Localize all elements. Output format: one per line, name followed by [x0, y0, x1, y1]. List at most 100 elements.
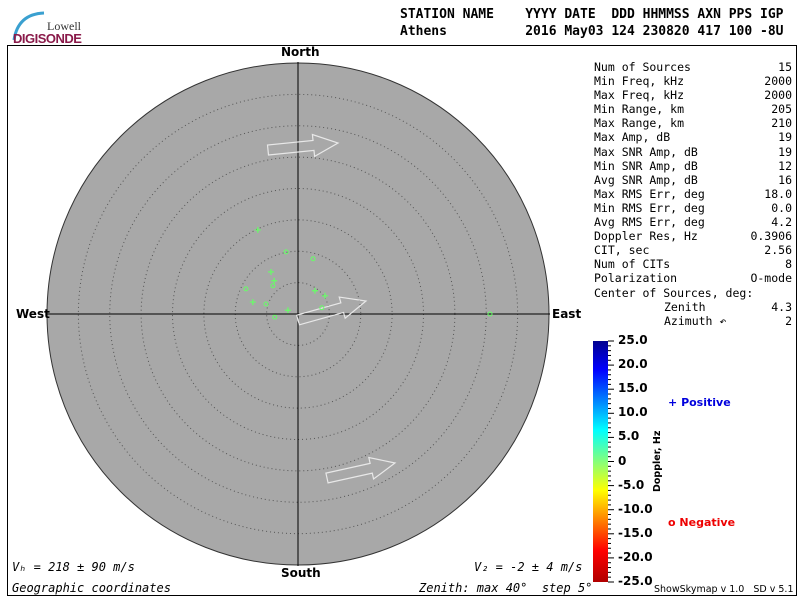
logo-digisonde: DIGISONDE	[13, 31, 82, 46]
source-positive-point	[254, 226, 261, 233]
stat-row: Min Range, km 205	[594, 102, 792, 116]
source-negative-point	[283, 249, 289, 255]
source-positive-point	[249, 299, 256, 306]
logo-lowell: Lowell	[47, 19, 81, 33]
colorbar	[593, 341, 608, 582]
source-positive-point	[268, 268, 275, 275]
stat-row: Polarization O-mode	[594, 271, 792, 285]
colorbar-tick-label: -20.0	[618, 549, 653, 564]
colorbar-tick-label: -15.0	[618, 525, 653, 540]
colorbar-tick-label: 25.0	[618, 333, 648, 347]
header-values: Athens 2016 May03 124 230820 417 100 -8U	[400, 24, 784, 39]
colorbar-tick-label: -5.0	[618, 477, 645, 492]
stat-row: Max Range, km 210	[594, 116, 792, 130]
center-title: Center of Sources, deg:	[594, 285, 754, 300]
stat-value: 18.0	[764, 186, 792, 201]
plot-frame	[7, 45, 797, 596]
stat-row: Max SNR Amp, dB 19	[594, 145, 792, 159]
source-positive-point	[284, 307, 291, 314]
stats-panel: Num of Sources 15 Min Freq, kHz 2000 Max Fre…	[594, 60, 792, 328]
stat-row: Min RMS Err, deg 0.0	[594, 201, 792, 215]
stat-row: Max Freq, kHz 2000	[594, 88, 792, 102]
center-zenith: Zenith 4.3	[664, 299, 792, 314]
source-negative-point	[270, 283, 276, 289]
label-west: West	[16, 307, 50, 321]
stat-value: 19	[778, 144, 792, 159]
stat-value: 0.0	[771, 200, 792, 215]
source-negative-point	[319, 305, 325, 311]
coordinate-system: Geographic coordinates	[12, 581, 171, 595]
stat-value: 12	[778, 158, 792, 173]
center-azimuth: Azimuth ↶ 2	[664, 313, 792, 328]
stat-label: Max RMS Err, deg	[594, 186, 705, 201]
stat-value: 0.3906	[750, 229, 792, 244]
stat-row: Num of Sources 15	[594, 60, 792, 74]
velocity-arrow	[266, 133, 340, 158]
stat-value: 2000	[764, 74, 792, 89]
stat-value: 205	[771, 102, 792, 117]
colorbar-tick-label: 15.0	[618, 381, 648, 396]
colorbar-tick-label: -25.0	[618, 574, 653, 588]
stat-value: 210	[771, 116, 792, 131]
stat-value: 15	[778, 60, 792, 74]
stat-label: Num of Sources	[594, 60, 691, 74]
stat-row: Min Freq, kHz 2000	[594, 74, 792, 88]
stat-label: Min RMS Err, deg	[594, 200, 705, 215]
stat-row: Min SNR Amp, dB 12	[594, 159, 792, 173]
horizontal-velocity: Vₕ = 218 ± 90 m/s	[12, 560, 135, 574]
zenith-scale: Zenith: max 40° step 5°	[419, 581, 593, 595]
stat-label: Max Freq, kHz	[594, 88, 685, 103]
stat-label: Max SNR Amp, dB	[594, 144, 698, 159]
colorbar-tick-label: -10.0	[618, 501, 653, 516]
stat-row: Avg RMS Err, deg 4.2	[594, 215, 792, 229]
stat-label: Min SNR Amp, dB	[594, 158, 698, 173]
stat-label: Doppler Res, Hz	[594, 229, 698, 244]
stat-label: Avg RMS Err, deg	[594, 215, 705, 230]
colorbar-tick-label: 20.0	[618, 357, 648, 372]
stat-value: 2.56	[764, 243, 792, 258]
stat-label: Avg SNR Amp, dB	[594, 172, 698, 187]
velocity-arrow	[295, 296, 368, 326]
stat-row: Max Amp, dB 19	[594, 130, 792, 144]
stat-value: 19	[778, 130, 792, 145]
header-labels: STATION NAME YYYY DATE DDD HHMMSS AXN PP…	[400, 7, 784, 22]
stat-label: Num of CITs	[594, 257, 671, 272]
stat-value: 16	[778, 172, 792, 187]
colorbar-tick-label: 0	[618, 453, 627, 468]
source-negative-point	[310, 256, 316, 262]
source-negative-point	[272, 314, 278, 320]
stat-label: Max Range, km	[594, 116, 685, 131]
stat-row: Max RMS Err, deg 18.0	[594, 187, 792, 201]
legend-negative: o Negative	[668, 516, 736, 529]
velocity-arrow	[325, 456, 397, 484]
stat-value: 8	[785, 257, 792, 272]
legend-positive: + Positive	[668, 396, 731, 409]
vertical-velocity: V₂ = -2 ± 4 m/s	[474, 560, 583, 574]
stat-row: Doppler Res, Hz 0.3906	[594, 229, 792, 243]
version-text: ShowSkymap v 1.0 SD v 5.1	[654, 584, 794, 595]
label-south: South	[281, 566, 321, 580]
stat-value: 4.2	[771, 215, 792, 230]
stat-row: Avg SNR Amp, dB 16	[594, 173, 792, 187]
source-positive-point	[321, 292, 328, 299]
source-negative-point	[263, 301, 269, 307]
stat-label: Min Range, km	[594, 102, 685, 117]
source-negative-point	[487, 311, 493, 317]
stat-row: Num of CITs 8	[594, 257, 792, 271]
stat-label: Max Amp, dB	[594, 130, 671, 145]
stat-label: Polarization	[594, 271, 678, 286]
colorbar-tick-label: 10.0	[618, 405, 648, 420]
source-positive-point	[271, 277, 278, 284]
stat-value: 2000	[764, 88, 792, 103]
stat-label: Min Freq, kHz	[594, 74, 685, 89]
stat-value: O-mode	[750, 271, 792, 286]
stat-label: CIT, sec	[594, 243, 650, 258]
label-north: North	[281, 45, 320, 59]
colorbar-tick-label: 5.0	[618, 429, 640, 444]
stat-row: CIT, sec 2.56	[594, 243, 792, 257]
label-east: East	[552, 307, 582, 321]
colorbar-label: Doppler, Hz	[652, 430, 663, 492]
